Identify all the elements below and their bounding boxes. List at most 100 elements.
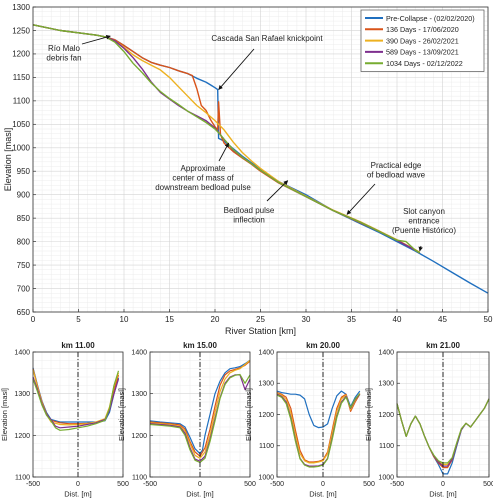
annotation-text: entrance (408, 217, 440, 226)
y-tick-label: 1300 (258, 381, 274, 388)
annotation-text: debris fan (46, 54, 81, 63)
x-tick-label: 0 (441, 481, 445, 488)
y-tick-label: 1400 (14, 349, 30, 356)
annotation-arrow (81, 35, 111, 45)
y-tick-label: 1300 (378, 381, 394, 388)
annotation-arrow (418, 245, 423, 252)
y-tick-label: 1200 (12, 50, 30, 59)
legend-label: 589 Days - 13/09/2021 (386, 48, 459, 57)
annotation-arrow (346, 183, 376, 215)
y-tick-label: 1000 (12, 144, 30, 153)
chart-title: km 15.00 (183, 341, 217, 350)
y-tick-label: 1200 (378, 412, 394, 419)
x-axis-label: Dist. [m] (429, 490, 457, 499)
annotation-text: Practical edge (371, 161, 422, 170)
annotation-arrow (266, 180, 289, 202)
y-tick-label: 1400 (258, 349, 274, 356)
legend-box (360, 9, 485, 72)
annotation-text: downstream bedload pulse (155, 183, 251, 192)
y-tick-label: 1000 (378, 474, 394, 481)
y-tick-label: 1400 (131, 349, 147, 356)
x-tick-label: 25 (256, 315, 265, 324)
x-axis-label: River Station [km] (225, 326, 296, 336)
y-tick-label: 900 (17, 190, 31, 199)
chart-title: km 21.00 (426, 341, 460, 350)
annotation-text: Río Malo (48, 44, 81, 53)
x-tick-label: 0 (76, 481, 80, 488)
annotation-arrow (218, 142, 230, 162)
x-tick-label: 20 (211, 315, 220, 324)
y-tick-label: 950 (17, 167, 31, 176)
y-axis-label: Elevation [masl] (244, 388, 253, 441)
annotation-text: Approximate (181, 164, 226, 173)
y-tick-label: 850 (17, 214, 31, 223)
series-line-3 (276, 392, 361, 464)
x-tick-label: -500 (390, 481, 404, 488)
annotation-text: Slot canyon (403, 207, 445, 216)
x-tick-label: 30 (302, 315, 311, 324)
x-tick-label: -500 (26, 481, 40, 488)
x-tick-label: 500 (117, 481, 129, 488)
legend-label: 390 Days - 26/02/2021 (386, 36, 459, 45)
y-tick-label: 1100 (379, 443, 394, 450)
x-axis-label: Dist. [m] (64, 490, 92, 499)
y-tick-label: 1200 (14, 433, 30, 440)
y-tick-label: 1050 (12, 120, 30, 129)
y-axis-label: Elevation [masl] (0, 388, 9, 441)
series-line-5 (149, 373, 251, 463)
y-tick-label: 1400 (378, 349, 394, 356)
y-tick-label: 1100 (259, 443, 274, 450)
x-tick-label: 500 (483, 481, 493, 488)
legend-label: Pre-Collapse - (02/02/2020) (386, 14, 475, 23)
y-tick-label: 1100 (15, 474, 30, 481)
x-tick-label: 500 (244, 481, 256, 488)
x-axis-label: Dist. [m] (309, 490, 337, 499)
series-line-2 (149, 360, 251, 457)
x-tick-label: 5 (76, 315, 81, 324)
long-profile-chart: 0 5 10 15 20 25 30 35 40 45 50 650 700 750 800 850 900 95… (3, 3, 493, 336)
annotation-text: inflection (233, 216, 265, 225)
x-tick-label: 10 (120, 315, 129, 324)
y-tick-label: 1300 (12, 3, 30, 12)
y-tick-label: 700 (17, 284, 31, 293)
y-tick-label: 1200 (131, 433, 147, 440)
y-tick-label: 800 (17, 237, 31, 246)
y-tick-label: 650 (17, 308, 31, 317)
cross-section-chart: -500 0 500 1100 1200 1300 1400 Dist. [m] Elevati… (0, 341, 129, 499)
x-tick-label: 35 (347, 315, 356, 324)
x-tick-label: 45 (438, 315, 447, 324)
series-line-3 (149, 359, 251, 459)
y-tick-label: 1000 (258, 474, 274, 481)
legend-label: 136 Days - 17/06/2020 (386, 25, 459, 34)
annotation-text: Bedload pulse (224, 206, 275, 215)
legend-label: 1034 Days - 02/12/2022 (386, 59, 463, 68)
x-tick-label: 0 (198, 481, 202, 488)
y-tick-label: 1100 (13, 97, 31, 106)
x-tick-label: 0 (321, 481, 325, 488)
legend: Pre-Collapse - (02/02/2020) 136 Days - 17… (360, 9, 485, 72)
x-tick-label: 0 (31, 315, 36, 324)
annotation-text: of bedload wave (367, 171, 426, 180)
y-tick-label: 1250 (12, 26, 30, 35)
annotation-text: Cascada San Rafael knickpoint (211, 34, 323, 43)
y-tick-label: 1200 (258, 412, 274, 419)
y-tick-label: 750 (17, 261, 31, 270)
annotation-text: (Puente Histórico) (392, 226, 456, 235)
chart-title: km 11.00 (61, 341, 95, 350)
y-tick-label: 1100 (132, 474, 147, 481)
y-axis-label: Elevation [masl] (117, 388, 126, 441)
x-tick-label: -500 (143, 481, 157, 488)
annotation-text: center of mass of (172, 174, 234, 183)
y-axis-label: Elevation [masl] (3, 128, 13, 192)
series-line-5 (32, 24, 421, 254)
series-line-1 (149, 359, 251, 455)
y-tick-label: 1300 (14, 391, 30, 398)
y-tick-label: 1300 (131, 391, 147, 398)
x-tick-label: 500 (363, 481, 375, 488)
x-axis-label: Dist. [m] (186, 490, 214, 499)
series-line-5 (276, 393, 361, 468)
x-tick-label: 15 (165, 315, 174, 324)
